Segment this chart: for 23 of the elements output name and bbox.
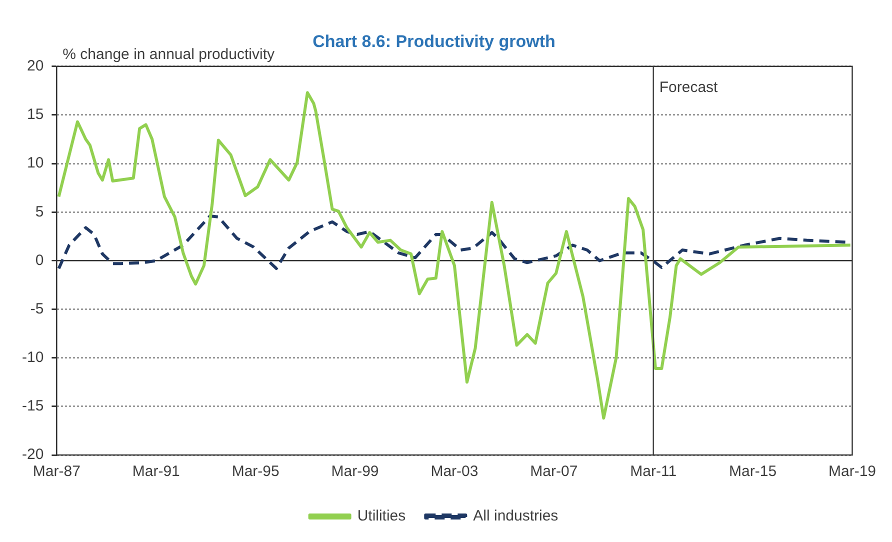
y-tick-label: 20 <box>26 58 44 75</box>
x-tick-label: Mar-99 <box>331 463 379 480</box>
y-axis-title: % change in annual productivity <box>62 46 275 64</box>
x-tick-label: Mar-95 <box>232 463 280 480</box>
ref-line-label: Forecast <box>659 79 719 96</box>
x-tick-label: Mar-15 <box>729 463 777 480</box>
y-tick-label: 10 <box>26 154 44 172</box>
y-tick-label: -10 <box>22 348 44 366</box>
x-tick-label: Mar-03 <box>430 463 478 480</box>
y-tick-label: 5 <box>35 203 44 220</box>
y-tick-label: 15 <box>26 106 44 124</box>
y-tick-label: -15 <box>22 398 44 415</box>
y-tick-label: -5 <box>30 300 44 318</box>
chart-title: Chart 8.6: Productivity growth <box>312 32 556 51</box>
legend-label: Utilities <box>357 508 406 525</box>
x-tick-label: Mar-07 <box>530 463 578 480</box>
x-tick-label: Mar-87 <box>32 463 80 480</box>
x-tick-label: Mar-11 <box>630 463 677 480</box>
legend-label: All industries <box>473 508 558 525</box>
y-tick-label: 0 <box>35 252 44 269</box>
y-tick-label: -20 <box>22 446 44 464</box>
x-tick-label: Mar-91 <box>132 463 180 480</box>
x-tick-label: Mar-19 <box>828 463 876 480</box>
